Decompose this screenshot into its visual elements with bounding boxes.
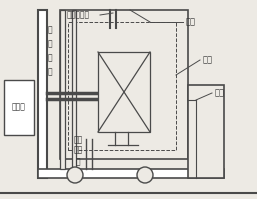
Bar (68, 22, 176, 150)
Bar (72, 10, 76, 169)
Text: 偊: 偊 (76, 157, 80, 167)
Circle shape (67, 167, 83, 183)
Text: 炉膛热电偶: 炉膛热电偶 (67, 11, 90, 20)
Bar (38, 169, 224, 178)
Text: 构: 构 (48, 67, 52, 76)
Text: 升: 升 (48, 25, 52, 34)
Bar (60, 10, 65, 169)
Text: 推车: 推车 (215, 89, 225, 98)
Text: 控制柜: 控制柜 (12, 102, 26, 111)
Bar (188, 85, 224, 178)
Text: 炉罩: 炉罩 (186, 18, 196, 26)
Bar (98, 52, 150, 132)
Text: 机: 机 (48, 54, 52, 62)
Text: 座: 座 (48, 39, 52, 49)
Circle shape (137, 167, 153, 183)
Bar (60, 10, 188, 159)
Bar (4, 80, 34, 135)
Text: 工件: 工件 (203, 56, 213, 64)
Text: 热电: 热电 (74, 145, 82, 154)
Text: 工件: 工件 (74, 136, 82, 144)
Bar (38, 10, 47, 178)
